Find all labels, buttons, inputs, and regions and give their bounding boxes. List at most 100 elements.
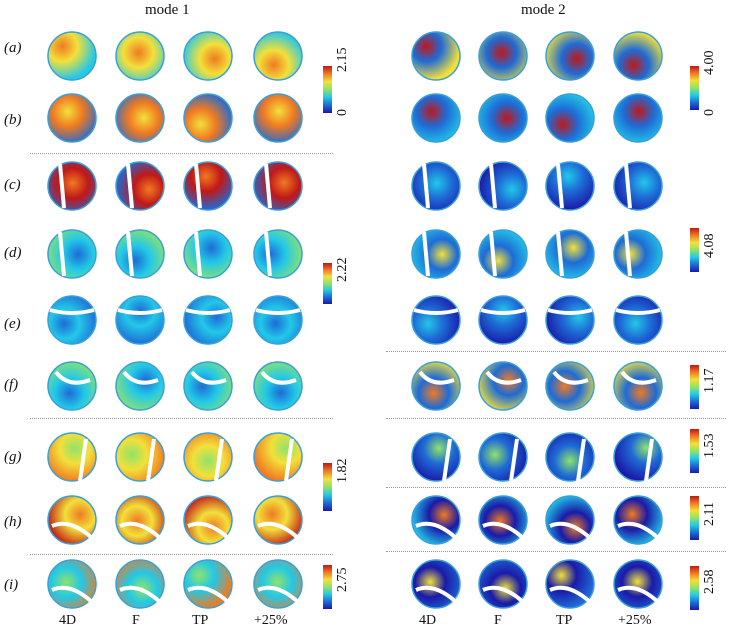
column-label-4d-mode1: 4D	[59, 613, 77, 628]
column-label-plus25-mode2: +25%	[618, 613, 652, 628]
heart-panel-mode1-row-a-tp	[183, 31, 233, 81]
heart-panel-mode2-row-d-tp	[545, 229, 595, 279]
heart-panel-mode2-row-g-f	[478, 432, 528, 482]
heart-panel-mode2-row-h-tp	[545, 495, 595, 545]
separator-right-1	[386, 351, 726, 352]
heart-panel-mode1-row-b-f	[115, 93, 165, 143]
heart-panel-mode1-row-d-plus25	[253, 229, 303, 279]
row-label-e: (e)	[4, 316, 21, 332]
colorbar-right-h	[690, 496, 699, 540]
heart-panel-mode1-row-d-4d	[47, 229, 97, 279]
separator-right-3	[386, 487, 726, 488]
heart-panel-mode2-row-d-4d	[411, 229, 461, 279]
heart-panel-mode2-row-g-plus25	[613, 432, 663, 482]
heart-panel-mode2-row-i-plus25	[613, 559, 663, 609]
colorbar-left-cdef-max: 2.22	[335, 257, 350, 283]
heart-panel-mode2-row-a-f	[478, 31, 528, 81]
heart-panel-mode1-row-h-tp	[183, 495, 233, 545]
heart-panel-mode2-row-d-f	[478, 229, 528, 279]
heart-panel-mode1-row-h-4d	[47, 495, 97, 545]
heart-panel-mode2-row-b-f	[478, 93, 528, 143]
heart-panel-mode2-row-c-tp	[545, 161, 595, 211]
heart-panel-mode1-row-g-plus25	[253, 432, 303, 482]
colorbar-left-i-max: 2.75	[335, 567, 350, 593]
row-label-b: (b)	[4, 112, 22, 128]
row-label-i: (i)	[4, 577, 19, 593]
heart-panel-mode2-row-c-4d	[411, 161, 461, 211]
separator-right-2	[386, 418, 726, 419]
heart-panel-mode2-row-g-4d	[411, 432, 461, 482]
colorbar-right-f	[690, 365, 699, 409]
row-label-c: (c)	[4, 177, 21, 193]
heart-panel-mode2-row-b-tp	[545, 93, 595, 143]
heart-panel-mode1-row-f-f	[115, 361, 165, 411]
heart-panel-mode2-row-a-4d	[411, 31, 461, 81]
mode-2-title: mode 2	[521, 2, 566, 18]
colorbar-right-cde-max: 4.08	[702, 233, 717, 259]
heart-panel-mode2-row-e-plus25	[613, 295, 663, 345]
heart-panel-mode1-row-f-4d	[47, 361, 97, 411]
heart-panel-mode2-row-a-plus25	[613, 31, 663, 81]
heart-panel-mode2-row-d-plus25	[613, 229, 663, 279]
colorbar-right-i	[690, 566, 699, 610]
heart-panel-mode1-row-i-f	[115, 559, 165, 609]
row-label-h: (h)	[4, 514, 22, 530]
heart-panel-mode1-row-a-4d	[47, 31, 97, 81]
heart-panel-mode1-row-e-plus25	[253, 295, 303, 345]
colorbar-left-ghi-max: 1.82	[335, 458, 350, 484]
heart-panel-mode2-row-h-plus25	[613, 495, 663, 545]
heart-panel-mode2-row-i-tp	[545, 559, 595, 609]
colorbar-left-ghi	[323, 463, 332, 511]
heart-panel-mode1-row-i-plus25	[253, 559, 303, 609]
column-label-plus25-mode1: +25%	[254, 613, 288, 628]
heart-panel-mode2-row-e-f	[478, 295, 528, 345]
colorbar-right-cde	[690, 228, 699, 272]
colorbar-right-f-max: 1.17	[702, 368, 717, 394]
heart-panel-mode2-row-c-plus25	[613, 161, 663, 211]
heart-panel-mode1-row-f-plus25	[253, 361, 303, 411]
colorbar-right-h-max: 2.11	[702, 502, 717, 526]
column-label-f-mode2: F	[494, 613, 502, 628]
heart-panel-mode2-row-h-f	[478, 495, 528, 545]
heart-panel-mode2-row-h-4d	[411, 495, 461, 545]
heart-panel-mode1-row-c-4d	[47, 161, 97, 211]
colorbar-left-ab	[323, 66, 332, 113]
mode-1-title: mode 1	[145, 2, 190, 18]
heart-panel-mode1-row-h-f	[115, 495, 165, 545]
row-label-a: (a)	[4, 40, 22, 56]
heart-panel-mode1-row-f-tp	[183, 361, 233, 411]
separator-left-1	[30, 153, 333, 154]
colorbar-left-i	[323, 565, 332, 609]
heart-panel-mode1-row-d-tp	[183, 229, 233, 279]
heart-panel-mode1-row-a-f	[115, 31, 165, 81]
heart-panel-mode2-row-c-f	[478, 161, 528, 211]
heart-panel-mode1-row-e-4d	[47, 295, 97, 345]
heart-panel-mode1-row-e-tp	[183, 295, 233, 345]
heart-panel-mode2-row-e-4d	[411, 295, 461, 345]
row-label-g: (g)	[4, 449, 22, 465]
colorbar-left-cdef	[323, 263, 332, 304]
heart-panel-mode1-row-i-4d	[47, 559, 97, 609]
colorbar-left-ab-max: 2.15	[335, 47, 350, 73]
column-label-4d-mode2: 4D	[419, 613, 437, 628]
separator-right-4	[386, 551, 726, 552]
heart-panel-mode1-row-c-f	[115, 161, 165, 211]
column-label-tp-mode1: TP	[192, 613, 209, 628]
heart-panel-mode1-row-g-f	[115, 432, 165, 482]
heart-panel-mode2-row-b-plus25	[613, 93, 663, 143]
heart-panel-mode1-row-g-tp	[183, 432, 233, 482]
colorbar-right-ab	[690, 66, 699, 110]
heart-panel-mode1-row-i-tp	[183, 559, 233, 609]
heart-panel-mode2-row-b-4d	[411, 93, 461, 143]
heart-panel-mode1-row-b-4d	[47, 93, 97, 143]
row-label-d: (d)	[4, 245, 22, 261]
colorbar-right-ab-min: 0	[702, 109, 717, 116]
heart-panel-mode2-row-i-f	[478, 559, 528, 609]
heart-panel-mode1-row-g-4d	[47, 432, 97, 482]
colorbar-left-ab-min: 0	[335, 109, 350, 116]
row-label-f: (f)	[4, 377, 19, 393]
colorbar-right-g	[690, 429, 699, 473]
heart-panel-mode1-row-b-tp	[183, 93, 233, 143]
heart-panel-mode1-row-b-plus25	[253, 93, 303, 143]
heart-panel-mode2-row-f-plus25	[613, 361, 663, 411]
